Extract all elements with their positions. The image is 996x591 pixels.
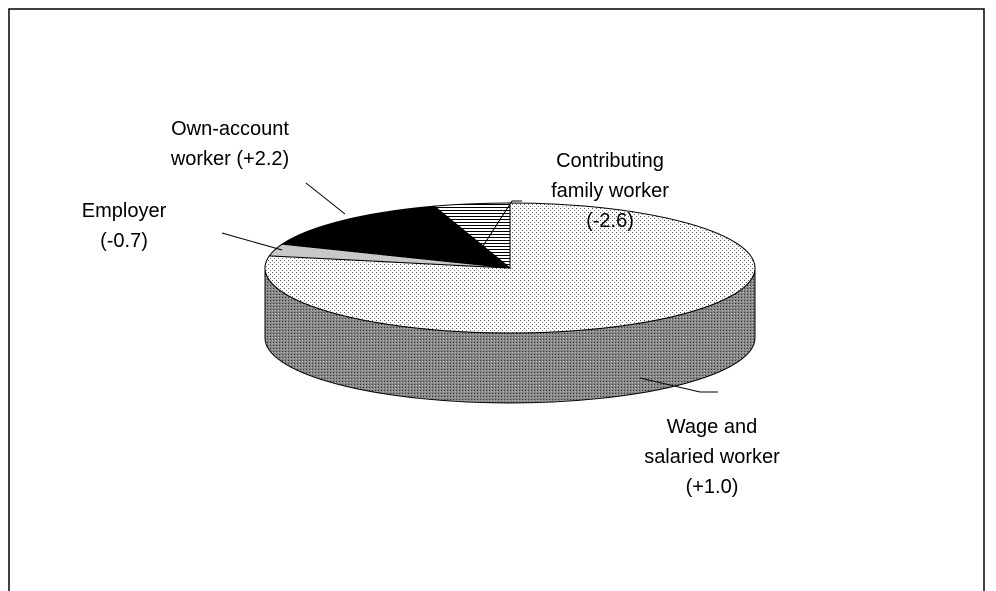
slice-label: Wage and salaried worker (+1.0) — [644, 416, 780, 498]
slice-label-line: Wage and — [667, 416, 757, 438]
slice-label: Employer (-0.7) — [82, 200, 167, 252]
slice-label-line: (+1.0) — [686, 476, 739, 498]
leader-line — [221, 232, 283, 251]
slice-label-line: Contributing — [556, 150, 664, 172]
slice-label-line: salaried worker — [644, 446, 780, 468]
frame — [8, 8, 985, 591]
pie-slice — [433, 202, 511, 270]
slice-label-line: family worker — [551, 180, 669, 202]
slice-label: Own-account worker (+2.2) — [170, 118, 290, 170]
slice-label-line: (-2.6) — [586, 210, 634, 232]
slice-label-line: Own-account — [171, 118, 289, 140]
leader-line — [639, 377, 718, 393]
slice-label-line: Employer — [82, 200, 167, 222]
slice-label-line: (-0.7) — [100, 230, 148, 252]
slice-label-line: worker (+2.2) — [170, 148, 289, 170]
slice-label: Contributing family worker (-2.6) — [551, 150, 669, 232]
leader-line — [473, 200, 522, 261]
leader-line — [305, 182, 346, 215]
